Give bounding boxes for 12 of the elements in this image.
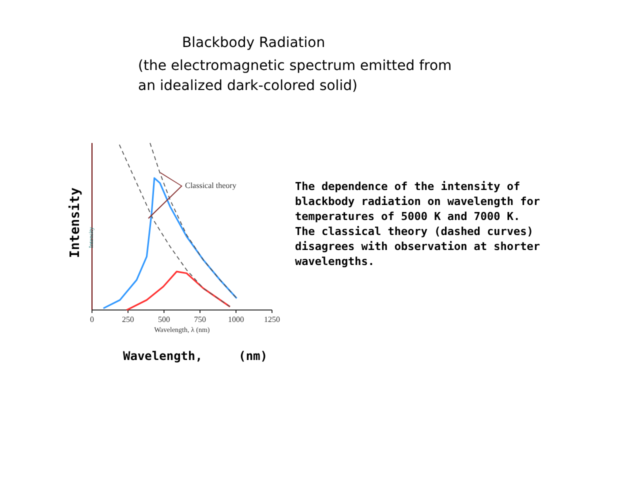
text: Wavelength, (nm) [123,349,268,363]
x-tick-label: 750 [194,315,206,324]
chart-title: Blackbody Radiation [182,35,326,51]
x-tick-label: 0 [90,315,94,324]
x-tick-label: 1250 [264,315,280,324]
x-tick-label: 250 [122,315,134,324]
x-tick-label: 1000 [228,315,244,324]
y-axis-title: Intensity [68,187,83,258]
annotation: Classical theory [185,181,236,190]
x-tick-label: 500 [158,315,170,324]
text: The dependence of the intensity of blackbody radiation on wavelength for temperatures of 5000 K and 7000 K. The classical theory (dashed curves) disagrees with observation at shorter wavelengths. [295,180,540,268]
chart-subtitle: (the electromagnetic spectrum emitted from an idealized dark-colored solid) [138,58,452,94]
